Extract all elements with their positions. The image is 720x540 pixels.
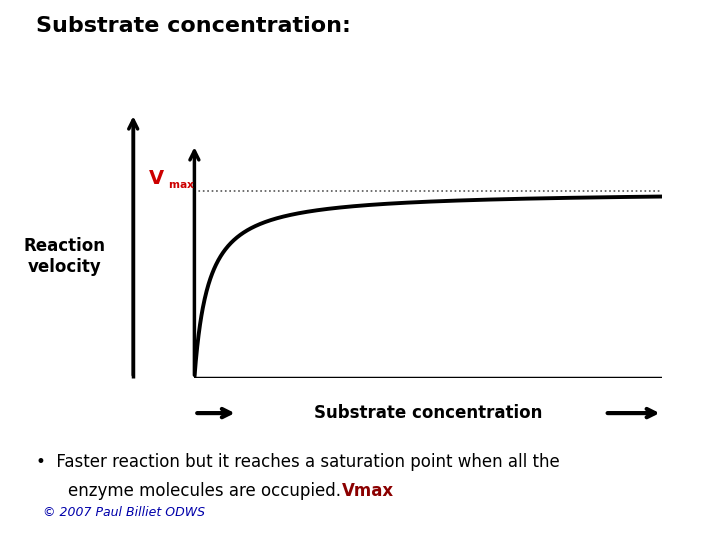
Text: Vmax: Vmax bbox=[342, 482, 394, 501]
Text: © 2007 Paul Billiet ODWS: © 2007 Paul Billiet ODWS bbox=[43, 507, 205, 519]
Text: •  Faster reaction but it reaches a saturation point when all the: • Faster reaction but it reaches a satur… bbox=[36, 453, 559, 471]
Text: enzyme molecules are occupied.: enzyme molecules are occupied. bbox=[68, 482, 346, 501]
Text: Reaction
velocity: Reaction velocity bbox=[24, 237, 106, 276]
Text: Substrate concentration: Substrate concentration bbox=[314, 404, 543, 422]
Text: Substrate concentration:: Substrate concentration: bbox=[36, 16, 351, 36]
Text: $\mathbf{V}$: $\mathbf{V}$ bbox=[148, 170, 165, 188]
Text: $\mathbf{_{max}}$: $\mathbf{_{max}}$ bbox=[168, 176, 195, 191]
